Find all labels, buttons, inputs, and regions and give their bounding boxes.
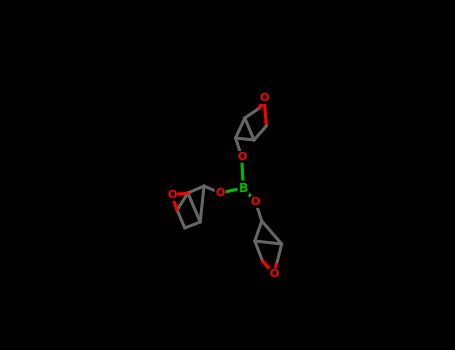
Text: B: B (238, 182, 248, 195)
Text: O: O (259, 93, 269, 103)
Text: O: O (251, 197, 260, 207)
Text: O: O (216, 188, 225, 198)
Text: O: O (237, 152, 247, 162)
Text: O: O (167, 190, 177, 200)
Text: O: O (269, 269, 279, 279)
